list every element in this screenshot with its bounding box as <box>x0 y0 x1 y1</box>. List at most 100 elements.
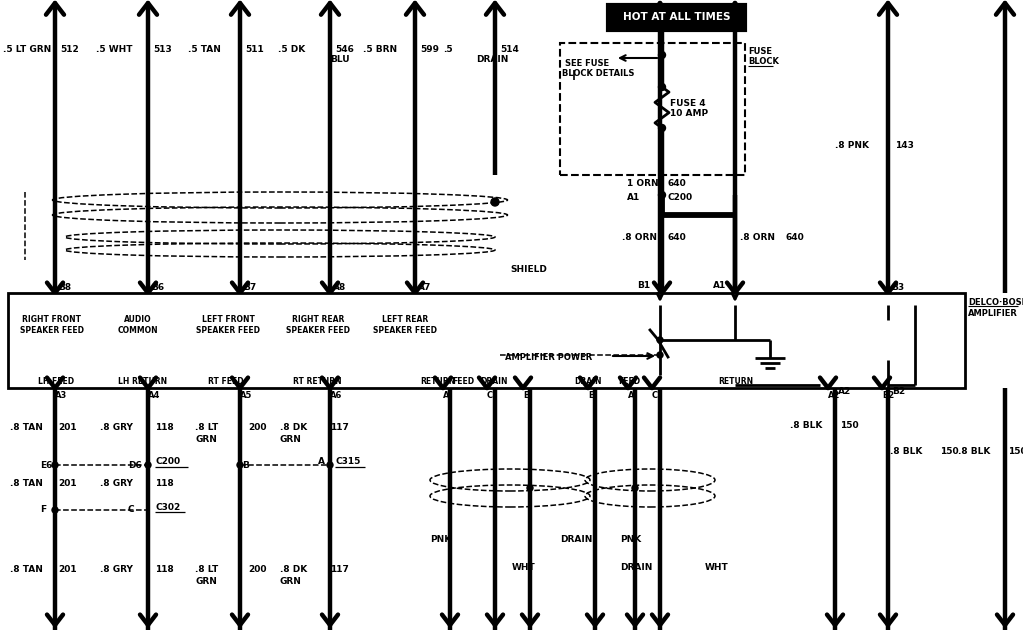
Text: .5 TAN: .5 TAN <box>188 45 221 55</box>
Text: 640: 640 <box>667 178 685 188</box>
Text: 512: 512 <box>60 45 79 55</box>
Bar <box>608 5 745 30</box>
Text: LH RETURN: LH RETURN <box>118 377 167 386</box>
Text: 201: 201 <box>58 423 77 433</box>
Text: .8 TAN: .8 TAN <box>10 566 43 575</box>
Text: .8 GRY: .8 GRY <box>100 479 133 488</box>
Circle shape <box>237 462 243 468</box>
Text: A5: A5 <box>240 391 253 399</box>
Text: BLOCK DETAILS: BLOCK DETAILS <box>562 69 634 77</box>
Circle shape <box>491 198 499 206</box>
Text: A6: A6 <box>330 391 343 399</box>
Text: .8 LT: .8 LT <box>195 423 218 433</box>
Text: DRAIN: DRAIN <box>476 55 508 64</box>
Text: A4: A4 <box>148 391 161 399</box>
Text: BLOCK: BLOCK <box>748 57 779 67</box>
Text: DRAIN: DRAIN <box>560 536 592 544</box>
Text: D6: D6 <box>128 461 142 469</box>
Text: A7: A7 <box>418 282 432 292</box>
Text: RT FEED: RT FEED <box>208 377 243 386</box>
Text: 117: 117 <box>330 423 349 433</box>
Text: .5 WHT: .5 WHT <box>96 45 133 55</box>
Circle shape <box>657 337 663 343</box>
Text: 117: 117 <box>330 566 349 575</box>
Text: RIGHT FRONT
SPEAKER FEED: RIGHT FRONT SPEAKER FEED <box>20 315 84 335</box>
Text: C200: C200 <box>667 193 693 202</box>
Text: PNK: PNK <box>620 536 641 544</box>
Text: 201: 201 <box>58 566 77 575</box>
Text: .8 BLK: .8 BLK <box>790 420 822 430</box>
Text: E6: E6 <box>40 461 52 469</box>
Text: C: C <box>487 391 493 399</box>
Text: SEE FUSE: SEE FUSE <box>565 59 609 67</box>
Text: .8 LT: .8 LT <box>195 566 218 575</box>
Text: C: C <box>652 391 658 399</box>
Text: .8 DK: .8 DK <box>280 423 307 433</box>
Text: .8 ORN: .8 ORN <box>740 234 775 243</box>
Text: GRN: GRN <box>195 578 217 587</box>
Text: F: F <box>40 505 46 515</box>
Text: 118: 118 <box>155 423 174 433</box>
Text: GRN: GRN <box>195 435 217 445</box>
Text: A: A <box>318 457 325 466</box>
Text: .8 BLK: .8 BLK <box>890 447 923 457</box>
Text: B1: B1 <box>637 282 651 290</box>
Text: 150: 150 <box>940 447 959 457</box>
Bar <box>560 43 745 175</box>
Text: A3: A3 <box>55 391 68 399</box>
Text: B: B <box>588 391 594 399</box>
Text: LH FEED: LH FEED <box>38 377 74 386</box>
Text: .8 BLK: .8 BLK <box>958 447 990 457</box>
Text: B: B <box>242 461 249 469</box>
Text: A1: A1 <box>627 193 640 202</box>
Text: A1: A1 <box>713 282 726 290</box>
Text: 1 ORN: 1 ORN <box>627 178 659 188</box>
Text: .5 BRN: .5 BRN <box>363 45 397 55</box>
Text: LEFT REAR
SPEAKER FEED: LEFT REAR SPEAKER FEED <box>373 315 437 335</box>
Text: C302: C302 <box>155 503 180 512</box>
Text: RETURN: RETURN <box>718 377 753 386</box>
Text: 511: 511 <box>244 45 264 55</box>
Text: .8 TAN: .8 TAN <box>10 479 43 488</box>
Text: 200: 200 <box>248 566 267 575</box>
Text: B3: B3 <box>891 282 904 292</box>
Text: .5: .5 <box>443 45 452 55</box>
Text: FUSE: FUSE <box>748 47 772 57</box>
Circle shape <box>632 485 638 491</box>
Text: .8 PNK: .8 PNK <box>835 140 869 149</box>
Text: 143: 143 <box>895 140 914 149</box>
Text: GRN: GRN <box>280 578 302 587</box>
Text: A: A <box>443 391 449 399</box>
Text: 200: 200 <box>248 423 267 433</box>
Text: A2: A2 <box>828 391 840 399</box>
Text: SHIELD: SHIELD <box>510 265 547 275</box>
Text: RIGHT REAR
SPEAKER FEED: RIGHT REAR SPEAKER FEED <box>286 315 350 335</box>
Text: DRAIN: DRAIN <box>620 563 653 573</box>
Text: B: B <box>523 391 529 399</box>
Bar <box>8 293 965 388</box>
Text: RT RETURN: RT RETURN <box>293 377 342 386</box>
Circle shape <box>145 462 151 468</box>
Text: BLU: BLU <box>330 55 350 64</box>
Text: GRN: GRN <box>280 435 302 445</box>
Text: 118: 118 <box>155 566 174 575</box>
Text: DELCO·BOSE®: DELCO·BOSE® <box>968 297 1023 307</box>
Text: .8 TAN: .8 TAN <box>10 423 43 433</box>
Text: .8 DK: .8 DK <box>280 566 307 575</box>
Text: A2: A2 <box>838 386 851 396</box>
Text: WHT: WHT <box>512 563 536 573</box>
Circle shape <box>52 507 58 513</box>
Text: 10 AMP: 10 AMP <box>670 110 708 118</box>
Text: B8: B8 <box>58 282 72 292</box>
Text: PNK: PNK <box>430 536 451 544</box>
Circle shape <box>327 462 333 468</box>
Text: B2: B2 <box>882 391 894 399</box>
Text: 150: 150 <box>840 420 858 430</box>
Text: B7: B7 <box>243 282 256 292</box>
Circle shape <box>659 84 666 91</box>
Text: 118: 118 <box>155 479 174 488</box>
Text: A: A <box>628 391 634 399</box>
Text: DRAIN: DRAIN <box>480 377 507 386</box>
Text: WHT: WHT <box>705 563 728 573</box>
Text: B6: B6 <box>151 282 164 292</box>
